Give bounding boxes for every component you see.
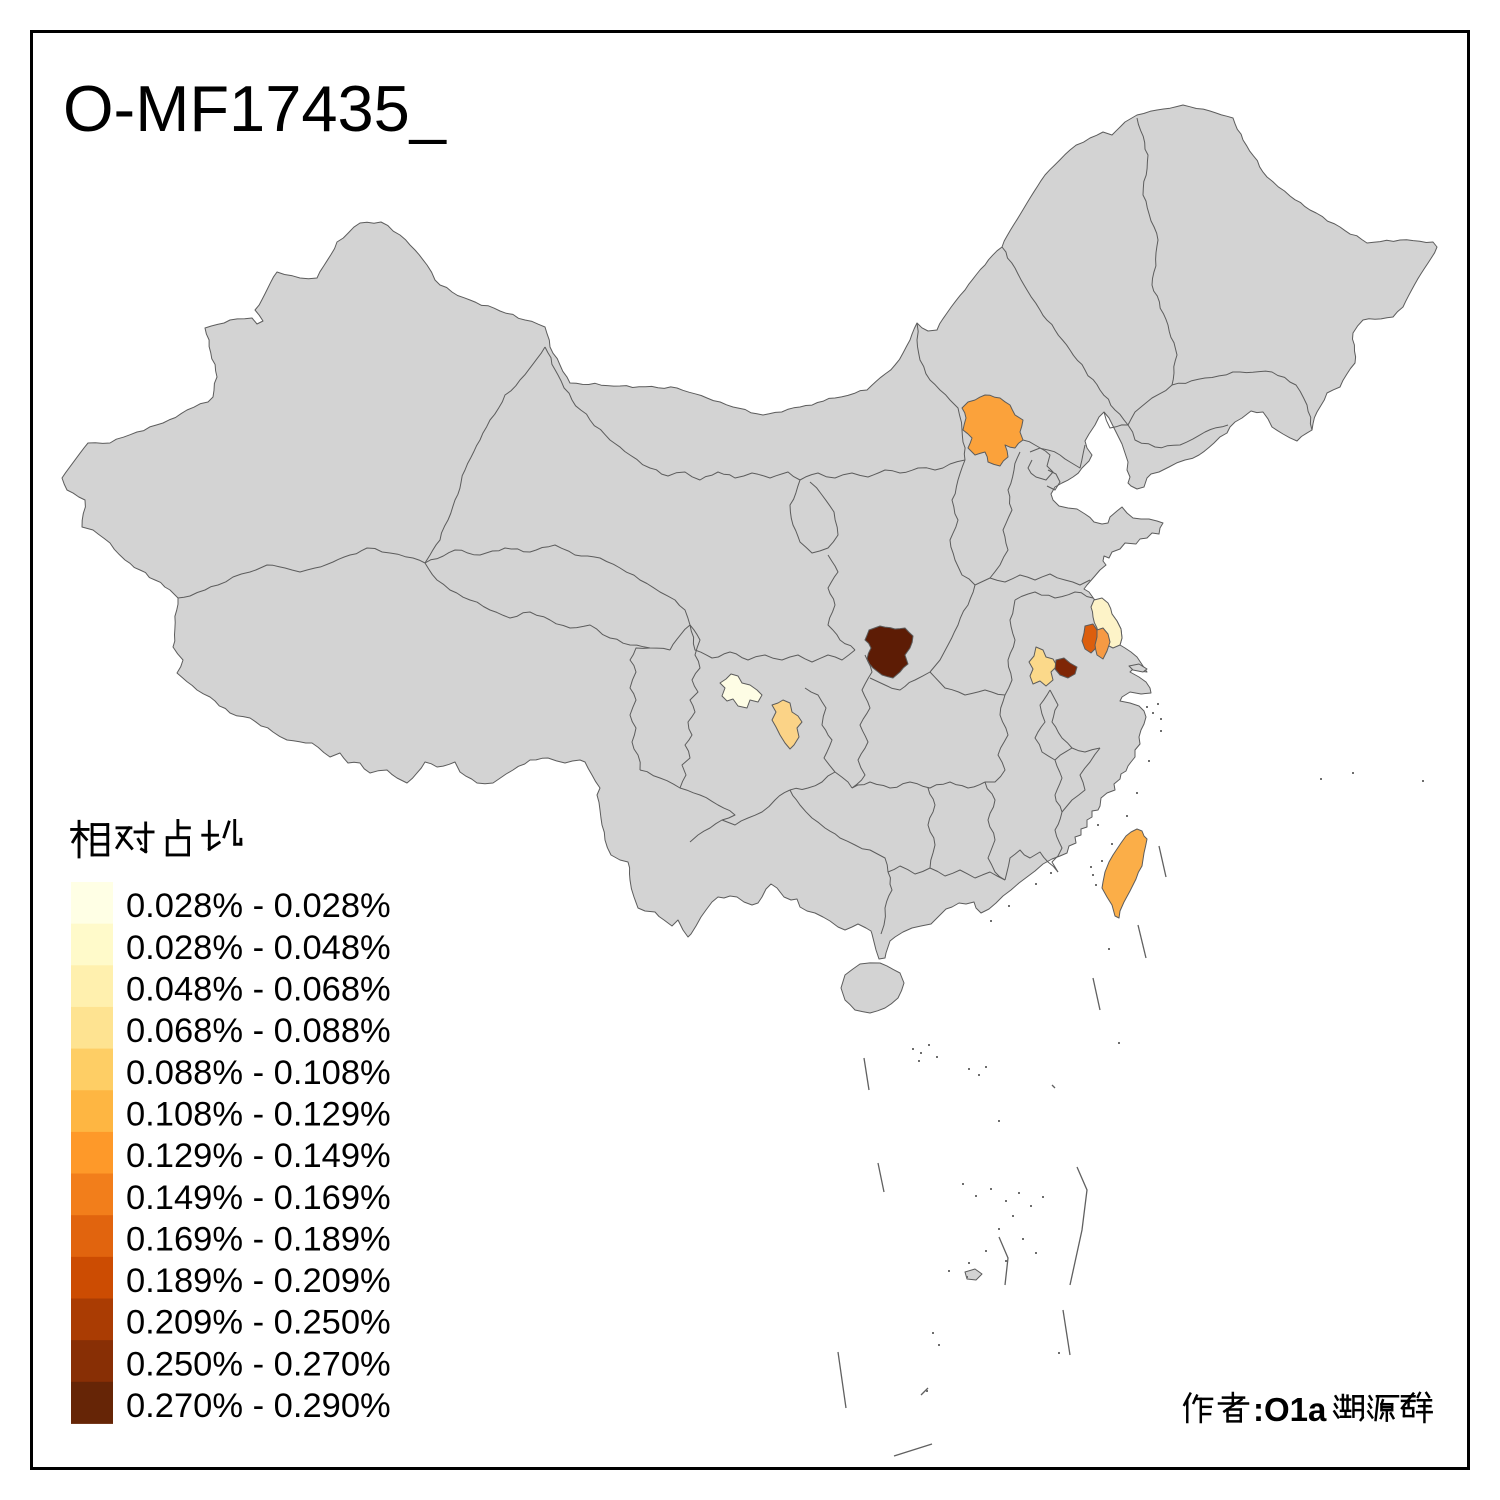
svg-text:0.189% - 0.209%: 0.189% - 0.209%	[126, 1262, 391, 1300]
svg-text:O-MF17435_: O-MF17435_	[63, 72, 447, 145]
svg-text:0.149% - 0.169%: 0.149% - 0.169%	[126, 1179, 391, 1217]
svg-text:0.108% - 0.129%: 0.108% - 0.129%	[126, 1096, 391, 1134]
svg-text:0.028% - 0.048%: 0.028% - 0.048%	[126, 929, 391, 967]
svg-text:0.250% - 0.270%: 0.250% - 0.270%	[126, 1345, 391, 1383]
svg-text::O1a: :O1a	[1253, 1391, 1327, 1428]
svg-text:0.088% - 0.108%: 0.088% - 0.108%	[126, 1054, 391, 1092]
svg-text:0.028% - 0.028%: 0.028% - 0.028%	[126, 887, 391, 925]
svg-text:0.068% - 0.088%: 0.068% - 0.088%	[126, 1012, 391, 1050]
svg-text:0.129% - 0.149%: 0.129% - 0.149%	[126, 1137, 391, 1175]
svg-text:0.048% - 0.068%: 0.048% - 0.068%	[126, 971, 391, 1009]
svg-text:0.169% - 0.189%: 0.169% - 0.189%	[126, 1220, 391, 1258]
svg-text:0.270% - 0.290%: 0.270% - 0.290%	[126, 1387, 391, 1425]
svg-text:0.209% - 0.250%: 0.209% - 0.250%	[126, 1304, 391, 1342]
